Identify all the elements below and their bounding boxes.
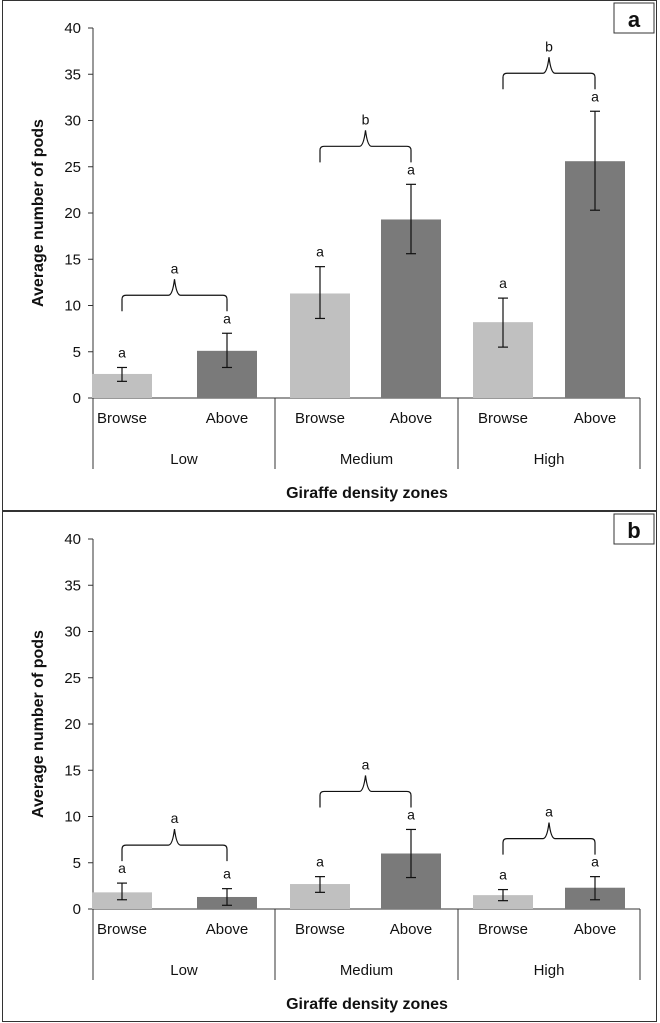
group-bracket: [121, 829, 228, 862]
x-group-label: Low: [170, 962, 198, 979]
y-tick-label: 5: [73, 855, 81, 872]
x-category-label: Browse: [97, 921, 147, 938]
bar-significance-label: a: [118, 344, 126, 360]
x-group-label: High: [534, 451, 565, 468]
x-group-label: Medium: [340, 451, 393, 468]
chart-panel-b: b 0 5 10 15 20 25 30 35 40 Average number of pods a…: [2, 511, 657, 1022]
group-bracket: [121, 279, 228, 312]
x-category-label: Above: [206, 921, 249, 938]
bar-chart-b: b 0 5 10 15 20 25 30 35 40 Average number of pods a…: [30, 513, 655, 1013]
x-category-label: Browse: [478, 921, 528, 938]
group-significance-label: b: [545, 38, 553, 54]
x-group-label: Medium: [340, 962, 393, 979]
group-bracket: [502, 822, 596, 855]
bar-significance-label: a: [591, 854, 599, 870]
panel-letter-box: [613, 513, 655, 545]
x-category-label: Above: [390, 921, 433, 938]
x-category-label: Above: [574, 921, 617, 938]
x-category-label: Above: [390, 410, 433, 427]
y-tick-label: 30: [64, 624, 81, 641]
bar-significance-label: a: [223, 866, 231, 882]
x-axis-title: Giraffe density zones: [286, 996, 448, 1013]
y-tick-label: 20: [64, 205, 81, 222]
y-tick-label: 35: [64, 577, 81, 594]
x-group-label: Low: [170, 451, 198, 468]
group-significance-label: a: [171, 810, 179, 826]
bar-significance-label: a: [316, 854, 324, 870]
x-axis-title: Giraffe density zones: [286, 485, 448, 502]
bar-high-browse: [473, 895, 533, 909]
bar-chart-a: a 0 5 10 15 20 25 30 35 40 Average number of pods a…: [30, 2, 655, 502]
y-axis-title: Average number of pods: [30, 119, 47, 307]
y-tick-label: 40: [64, 531, 81, 548]
x-category-label: Browse: [295, 410, 345, 427]
bar-low-browse: [92, 892, 152, 909]
panel-letter: a: [628, 7, 641, 32]
group-significance-label: a: [545, 804, 553, 820]
y-axis-title: Average number of pods: [30, 630, 47, 818]
y-tick-label: 0: [73, 390, 81, 407]
y-tick-label: 40: [64, 20, 81, 37]
bar-significance-label: a: [118, 860, 126, 876]
bar-significance-label: a: [591, 88, 599, 104]
x-group-label: High: [534, 962, 565, 979]
x-category-label: Browse: [478, 410, 528, 427]
group-significance-label: a: [171, 260, 179, 276]
group-bracket: [319, 130, 412, 163]
group-bracket: [502, 57, 596, 90]
group-bracket: [319, 775, 412, 808]
y-tick-label: 10: [64, 298, 81, 315]
panel-letter-box: [613, 2, 655, 34]
panel-letter: b: [627, 518, 640, 543]
y-tick-label: 5: [73, 344, 81, 361]
y-tick-label: 20: [64, 716, 81, 733]
x-category-label: Browse: [97, 410, 147, 427]
y-tick-label: 30: [64, 113, 81, 130]
group-significance-label: a: [362, 756, 370, 772]
y-tick-label: 25: [64, 159, 81, 176]
x-category-label: Browse: [295, 921, 345, 938]
y-tick-label: 15: [64, 251, 81, 268]
x-category-label: Above: [206, 410, 249, 427]
bar-significance-label: a: [316, 244, 324, 260]
y-tick-label: 25: [64, 670, 81, 687]
x-category-label: Above: [574, 410, 617, 427]
group-significance-label: b: [362, 111, 370, 127]
y-tick-label: 10: [64, 809, 81, 826]
y-tick-label: 15: [64, 762, 81, 779]
y-tick-label: 35: [64, 66, 81, 83]
bar-significance-label: a: [407, 161, 415, 177]
bar-significance-label: a: [499, 867, 507, 883]
bar-significance-label: a: [407, 806, 415, 822]
y-tick-label: 0: [73, 901, 81, 918]
chart-panel-a: a 0 5 10 15 20 25 30 35 40 Average number of pods a…: [2, 0, 657, 511]
bar-significance-label: a: [223, 310, 231, 326]
bar-significance-label: a: [499, 275, 507, 291]
